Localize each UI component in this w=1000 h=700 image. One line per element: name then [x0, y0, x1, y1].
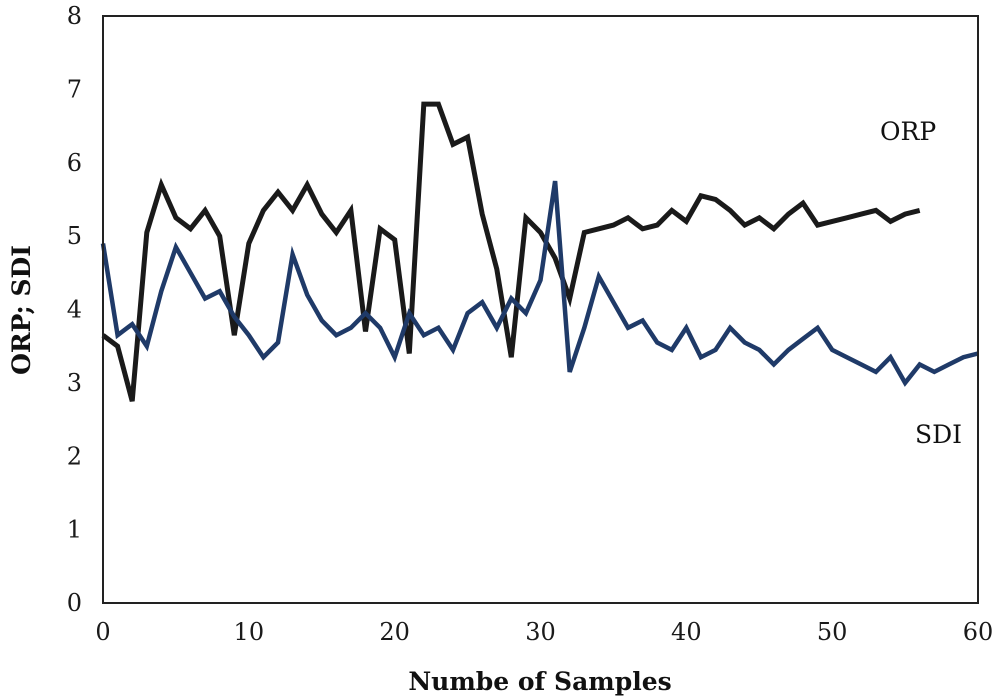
x-tick-label: 10 [234, 618, 265, 646]
y-tick-label: 0 [67, 589, 82, 617]
x-tick-label: 20 [379, 618, 410, 646]
y-tick-label: 1 [67, 516, 82, 544]
plot-frame [102, 15, 979, 604]
x-tick-label: 0 [95, 618, 110, 646]
y-tick-label: 7 [67, 75, 82, 103]
x-axis-title: Numbe of Samples [408, 667, 671, 696]
series-label-orp: ORP [880, 117, 936, 146]
series-label-sdi: SDI [915, 420, 962, 449]
series-labels: ORP SDI [880, 117, 962, 449]
x-tick-label: 40 [671, 618, 702, 646]
series-line-sdi [100, 180, 979, 387]
y-tick-label: 8 [67, 2, 82, 30]
y-tick-label: 5 [67, 222, 82, 250]
y-tick-label: 6 [67, 149, 82, 177]
x-tick-label: 50 [817, 618, 848, 646]
y-tick-label: 3 [67, 369, 82, 397]
x-axis-ticks: 0 10 20 30 40 50 60 [95, 618, 993, 646]
y-tick-label: 2 [67, 442, 82, 470]
series-line-orp [101, 101, 921, 402]
y-axis-title: ORP; SDI [7, 245, 36, 375]
x-tick-label: 30 [525, 618, 556, 646]
y-tick-label: 4 [67, 296, 82, 324]
series-layer [100, 101, 979, 402]
y-axis-ticks: 0 1 2 3 4 5 6 7 8 [67, 2, 82, 617]
x-tick-label: 60 [963, 618, 994, 646]
